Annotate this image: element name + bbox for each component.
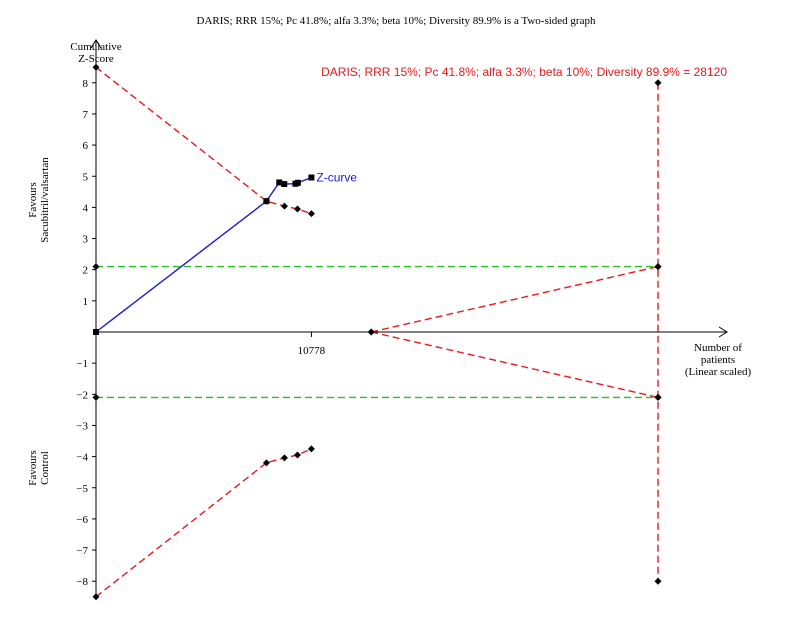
ris-label: DARIS; RRR 15%; Pc 41.8%; alfa 3.3%; bet…: [321, 65, 727, 79]
y-tick-label: 2: [83, 265, 89, 277]
data-point-ris-bound: [654, 577, 662, 585]
y-tick-label: 5: [83, 171, 89, 183]
data-point-upper-alpha-spending-boundary: [293, 205, 301, 213]
series-label-z-curve: Z-curve: [316, 170, 357, 184]
data-point-lower-alpha-spending-boundary: [280, 454, 288, 462]
data-point-ris-bound: [654, 79, 662, 87]
series-line-z-curve: [95, 176, 312, 333]
y-tick-label: 3: [83, 234, 89, 246]
y-tick-label: 1: [83, 296, 89, 308]
y-tick-label: −7: [76, 545, 88, 557]
data-point-lower-alpha-spending-boundary: [307, 445, 315, 453]
data-point-upper-alpha-spending-boundary: [307, 210, 315, 218]
series-line-upper-futility-boundary: [371, 265, 659, 333]
points-layer: [92, 63, 662, 601]
data-point-z-curve: [281, 181, 288, 188]
y-tick-label: −1: [76, 358, 88, 370]
data-point-upper-alpha-spending-boundary: [280, 202, 288, 210]
series-line-lower-alpha-spending-boundary: [95, 448, 312, 598]
series-line-upper-alpha-spending-boundary: [95, 66, 312, 215]
y-ticks: 8 7 6 5 4 3 2 1 −1 −2 −3 −4 −5 −6 −7 −8: [76, 78, 96, 588]
data-point-upper-alpha-spending-boundary: [92, 63, 100, 71]
x-axis-label-line-1: Number of: [694, 342, 742, 354]
data-point-conventional-boundary-lower: [92, 393, 100, 401]
series-line-lower-futility-boundary: [371, 331, 659, 399]
data-point-conventional-boundary-upper: [654, 263, 662, 271]
y-tick-label: −4: [76, 452, 88, 464]
y-tick-label: −2: [76, 389, 88, 401]
data-point-z-curve: [294, 179, 301, 186]
x-ticks: 10778: [298, 332, 326, 357]
y-tick-label: −8: [76, 576, 88, 588]
y-tick-label: 8: [83, 78, 89, 90]
data-point-z-curve: [308, 174, 315, 181]
y-axis-arrowhead: [90, 39, 102, 49]
data-point-z-curve: [276, 179, 283, 186]
favours-top-label-line-1: Favours: [27, 182, 39, 217]
favours-bottom-label-line-1: Favours: [27, 450, 39, 485]
data-point-z-curve: [93, 329, 99, 335]
data-point-conventional-boundary-upper: [92, 263, 100, 271]
x-axis-label-line-2: patients: [701, 354, 735, 366]
data-point-lower-alpha-spending-boundary: [293, 451, 301, 459]
y-tick-label: −3: [76, 420, 88, 432]
favours-top-label-line-2: Sacubitril/valsartan: [39, 157, 51, 243]
x-tick-label: 10778: [298, 345, 326, 357]
data-point-lower-alpha-spending-boundary: [262, 459, 270, 467]
data-point-lower-alpha-spending-boundary: [92, 593, 100, 601]
data-point-conventional-boundary-lower: [654, 393, 662, 401]
y-tick-label: 6: [83, 140, 89, 152]
y-tick-label: 7: [83, 109, 89, 121]
y-tick-label: −6: [76, 514, 88, 526]
y-tick-label: 4: [83, 202, 89, 214]
x-axis-arrowhead: [718, 326, 728, 338]
chart-title: DARIS; RRR 15%; Pc 41.8%; alfa 3.3%; bet…: [197, 15, 596, 27]
data-point-lower-futility-boundary: [367, 328, 375, 336]
y-tick-label: −5: [76, 483, 88, 495]
x-axis-label-line-3: (Linear scaled): [685, 366, 752, 378]
favours-bottom-label-line-2: Control: [39, 451, 51, 485]
data-point-upper-alpha-spending-boundary: [262, 197, 270, 205]
